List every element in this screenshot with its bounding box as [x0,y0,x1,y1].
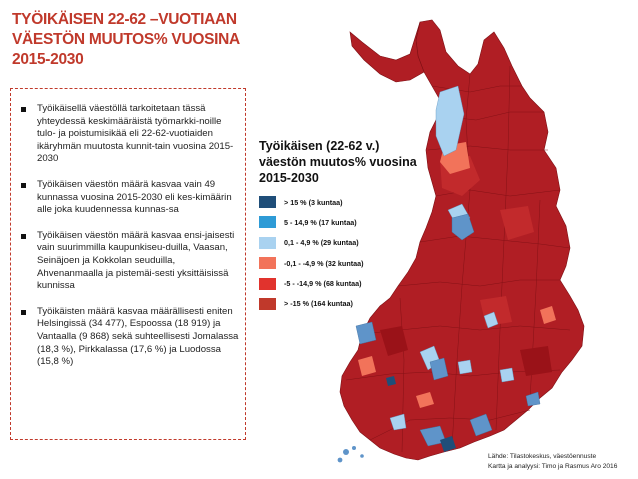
legend-label: -0,1 - -4,9 % (32 kuntaa) [284,258,364,268]
legend-item: > -15 % (164 kuntaa) [259,294,419,314]
legend-label: > 15 % (3 kuntaa) [284,197,343,207]
legend-swatch [259,196,276,208]
growth-strong-areas [386,376,456,452]
lapland-arm [349,21,425,83]
bullet-list: Työikäisellä väestöllä tarkoitetaan täss… [19,103,239,369]
archipelago [337,446,364,463]
source-note: Lähde: Tilastokeskus, väestöennuste Kart… [488,452,617,472]
source-line-2: Kartta ja analyysi: Timo ja Rasmus Aro 2… [488,463,618,470]
legend-label: 0,1 - 4,9 % (29 kuntaa) [284,238,359,248]
bullet-item: Työikäisen väestön määrä kasvaa vain 49 … [19,179,239,217]
bullet-item: Työikäisellä väestöllä tarkoitetaan täss… [19,103,239,166]
legend-swatch [259,297,276,310]
title-line-1: TYÖIKÄISEN 22-62 –VUOTIAAN [12,11,237,28]
legend-label: 5 - 14,9 % (17 kuntaa) [284,217,357,227]
legend-swatch [259,257,276,270]
bullet-item: Työikäisten määrä kasvaa määrällisesti e… [19,306,239,369]
legend-swatch [259,236,276,249]
legend-title: Työikäisen (22-62 v.) väestön muutos% vu… [259,138,419,186]
legend-item: -0,1 - -4,9 % (32 kuntaa) [259,253,419,273]
growth-medium-areas [355,213,541,447]
page-title: TYÖIKÄISEN 22-62 –VUOTIAAN VÄESTÖN MUUTO… [12,10,262,70]
legend-item: 0,1 - 4,9 % (29 kuntaa) [259,233,419,253]
legend-swatch [259,216,276,229]
bullet-text-box: Työikäisellä väestöllä tarkoitetaan täss… [10,88,246,440]
legend-swatch [259,277,276,290]
source-line-1: Lähde: Tilastokeskus, väestöennuste [488,453,597,460]
legend-title-line-2: väestön muutos% vuosina [259,155,417,169]
map-legend: Työikäisen (22-62 v.) väestön muutos% vu… [259,138,419,314]
legend-item: > 15 % (3 kuntaa) [259,192,419,212]
legend-label: > -15 % (164 kuntaa) [284,299,353,309]
growth-light-areas [389,85,515,431]
legend-title-line-1: Työikäisen (22-62 v.) [259,139,380,153]
legend-label: -5 - -14,9 % (68 kuntaa) [284,279,362,289]
title-line-3: 2015-2030 [12,51,84,68]
legend-item: 5 - 14,9 % (17 kuntaa) [259,212,419,232]
legend-title-line-3: 2015-2030 [259,171,319,185]
bullet-item: Työikäisen väestön määrä kasvaa ensi-jai… [19,230,239,293]
finland-municipality-map [337,19,585,463]
legend-item: -5 - -14,9 % (68 kuntaa) [259,274,419,294]
title-line-2: VÄESTÖN MUUTOS% VUOSINA [12,31,240,48]
